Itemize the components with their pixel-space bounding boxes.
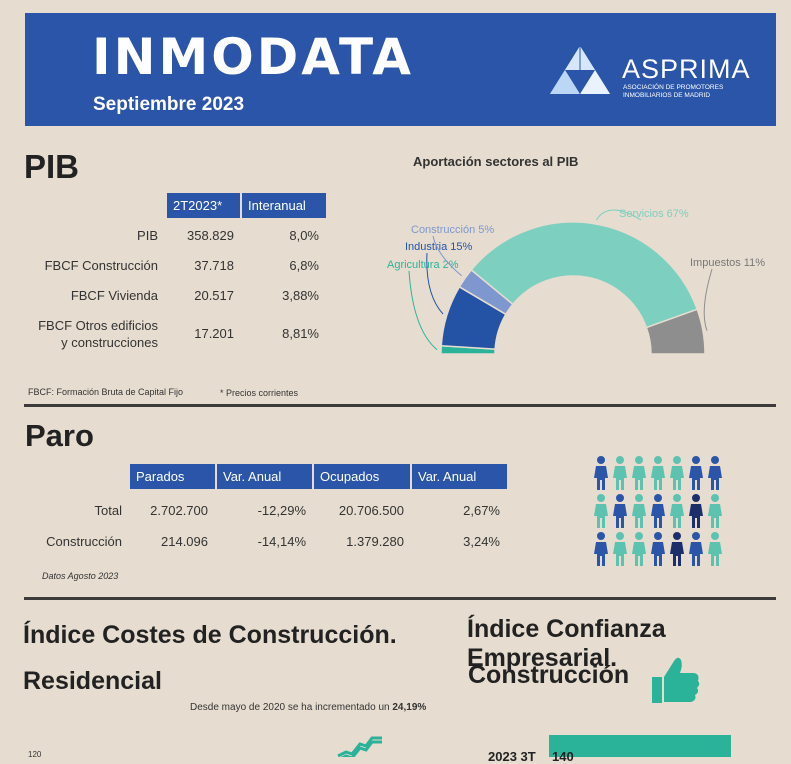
pib-row-value: 20.517 bbox=[194, 288, 234, 303]
costes-axis-tick: 120 bbox=[28, 750, 42, 759]
leader-line bbox=[432, 235, 463, 277]
people-group-icon bbox=[594, 456, 722, 566]
person-icon bbox=[613, 494, 627, 528]
leader-line bbox=[426, 252, 444, 315]
logo-tagline-1: ASOCIACIÓN DE PROMOTORES bbox=[623, 84, 724, 91]
person-icon bbox=[613, 532, 627, 566]
pib-row-value: 358.829 bbox=[187, 228, 234, 243]
person-icon bbox=[651, 456, 665, 490]
person-icon bbox=[651, 532, 665, 566]
pib-col-header-period: 2T2023* bbox=[167, 193, 240, 218]
person-icon bbox=[689, 456, 703, 490]
costes-heading-line1: Índice Costes de Construcción. bbox=[23, 621, 397, 649]
page-subtitle: Septiembre 2023 bbox=[93, 94, 245, 115]
slice-label: Servicios 67% bbox=[619, 208, 689, 220]
pib-row-label: FBCF Vivienda bbox=[70, 288, 158, 303]
costes-heading-line2: Residencial bbox=[23, 667, 162, 695]
person-icon bbox=[613, 456, 627, 490]
section-divider bbox=[24, 404, 776, 407]
leader-line bbox=[703, 268, 713, 331]
paro-row-parados: 214.096 bbox=[161, 534, 208, 549]
slice-label: Construcción 5% bbox=[411, 224, 494, 236]
person-icon bbox=[594, 532, 608, 566]
pib-row-label-line2: y construcciones bbox=[61, 335, 158, 350]
slice-impuestos bbox=[645, 308, 706, 355]
pib-row-change: 8,81% bbox=[282, 326, 319, 341]
pib-row-label: PIB bbox=[137, 228, 158, 243]
paro-col-header: Parados bbox=[130, 464, 215, 489]
person-icon bbox=[670, 532, 684, 566]
pib-row-change: 8,0% bbox=[289, 228, 319, 243]
pib-row-change: 3,88% bbox=[282, 288, 319, 303]
slice-label: Agricultura 2% bbox=[387, 259, 459, 271]
paro-heading: Paro bbox=[25, 418, 94, 453]
person-icon bbox=[670, 494, 684, 528]
section-divider bbox=[24, 597, 776, 600]
paro-row-var-anual: 2,67% bbox=[463, 503, 500, 518]
slice-label: Industria 15% bbox=[405, 241, 472, 253]
person-icon bbox=[594, 456, 608, 490]
person-icon bbox=[632, 532, 646, 566]
paro-row-var-anual: -14,14% bbox=[257, 534, 306, 549]
asprima-logo-icon bbox=[550, 46, 610, 94]
pib-sector-chart: Agricultura 2% Industria 15% Construcción … bbox=[387, 208, 765, 355]
person-icon bbox=[708, 494, 722, 528]
page-title: INMODATA bbox=[92, 28, 414, 86]
pib-row-change: 6,8% bbox=[289, 258, 319, 273]
paro-col-header: Var. Anual bbox=[217, 464, 312, 489]
pib-row-label: FBCF Otros edificios bbox=[38, 318, 158, 333]
paro-col-header: Ocupados bbox=[314, 464, 410, 489]
logo-tagline-2: INMOBILIARIOS DE MADRID bbox=[623, 92, 711, 99]
person-icon bbox=[632, 494, 646, 528]
leader-line bbox=[408, 270, 438, 351]
person-icon bbox=[689, 494, 703, 528]
pib-footnote-prices: * Precios corrientes bbox=[220, 388, 299, 398]
confianza-heading-line1: Índice Confianza Empresarial. bbox=[467, 615, 666, 672]
logo-wordmark: ASPRIMA bbox=[622, 54, 751, 84]
confianza-bar bbox=[549, 735, 731, 757]
paro-row-var-anual: -12,29% bbox=[257, 503, 306, 518]
pib-footnote-fbcf: FBCF: Formación Bruta de Capital Fijo bbox=[28, 387, 184, 397]
pib-heading: PIB bbox=[24, 148, 80, 185]
pib-row-label: FBCF Construcción bbox=[44, 258, 158, 273]
costes-note: Desde mayo de 2020 se ha incrementado un… bbox=[190, 702, 427, 713]
header-banner bbox=[25, 13, 776, 126]
slice-label: Impuestos 11% bbox=[690, 257, 765, 269]
paro-footnote: Datos Agosto 2023 bbox=[42, 571, 119, 581]
person-icon bbox=[708, 532, 722, 566]
person-icon bbox=[708, 456, 722, 490]
pib-col-header-interanual: Interanual bbox=[242, 193, 326, 218]
paro-row-label: Total bbox=[94, 503, 122, 518]
paro-row-var-anual: 3,24% bbox=[463, 534, 500, 549]
chart-title: Aportación sectores al PIB bbox=[413, 154, 579, 169]
person-icon bbox=[632, 456, 646, 490]
pib-row-value: 37.718 bbox=[194, 258, 234, 273]
paro-row-parados: 2.702.700 bbox=[150, 503, 208, 518]
paro-row-ocupados: 20.706.500 bbox=[338, 503, 404, 518]
paro-row-label: Construcción bbox=[46, 534, 122, 549]
paro-row-ocupados: 1.379.280 bbox=[346, 534, 404, 549]
slice-servicios bbox=[470, 221, 699, 329]
leader-line bbox=[595, 209, 642, 221]
person-icon bbox=[670, 456, 684, 490]
pib-row-value: 17.201 bbox=[194, 326, 234, 341]
rising-trend-icon bbox=[337, 736, 382, 757]
person-icon bbox=[651, 494, 665, 528]
confianza-heading-line2: Construcción bbox=[468, 661, 630, 689]
person-icon bbox=[689, 532, 703, 566]
person-icon bbox=[594, 494, 608, 528]
paro-col-header: Var. Anual bbox=[412, 464, 507, 489]
thumbs-up-icon bbox=[652, 657, 700, 703]
